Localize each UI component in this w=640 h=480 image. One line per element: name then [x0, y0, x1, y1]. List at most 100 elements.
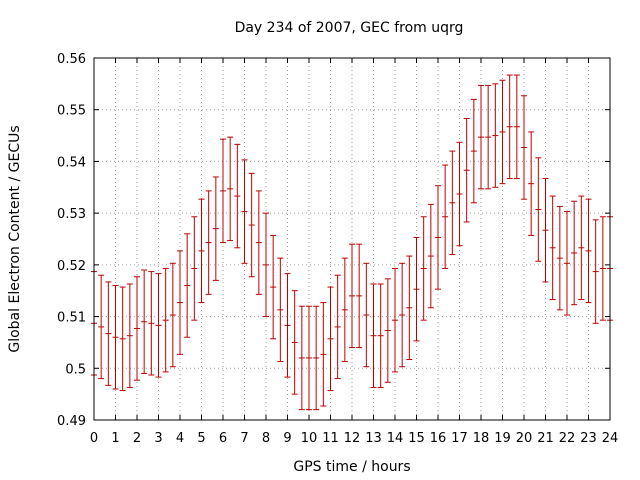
- axis-ticks: [93, 57, 611, 421]
- x-tick-label: 7: [240, 431, 248, 446]
- data-point: [227, 136, 234, 242]
- x-tick-label: 21: [537, 431, 554, 446]
- x-tick-label: 16: [430, 431, 447, 446]
- x-tick-label: 20: [516, 431, 533, 446]
- data-point: [177, 250, 183, 355]
- data-point: [542, 177, 549, 283]
- data-point: [456, 141, 463, 247]
- x-tick-label: 1: [111, 431, 119, 446]
- data-point: [528, 131, 535, 236]
- x-tick-label: 9: [283, 431, 291, 446]
- data-point: [291, 290, 298, 395]
- data-point: [585, 198, 592, 304]
- data-point: [220, 138, 226, 244]
- y-tick-label: 0.51: [57, 311, 86, 326]
- data-point: [392, 267, 398, 373]
- data-point: [198, 198, 205, 304]
- data-point: [112, 285, 119, 390]
- data-point: [442, 164, 449, 269]
- x-tick-label: 15: [408, 431, 425, 446]
- data-point: [105, 281, 112, 386]
- data-point: [148, 271, 155, 376]
- x-tick-label: 10: [301, 431, 318, 446]
- x-tick-label: 2: [133, 431, 141, 446]
- chart-title: Day 234 of 2007, GEC from uqrg: [235, 20, 464, 36]
- x-tick-label: 24: [602, 431, 619, 446]
- y-tick-label: 0.56: [57, 52, 86, 67]
- y-tick-label: 0.55: [57, 104, 86, 119]
- data-point: [549, 195, 556, 301]
- data-point: [449, 150, 456, 256]
- x-tick-label: 19: [494, 431, 511, 446]
- x-tick-label: 23: [580, 431, 597, 446]
- data-point: [263, 212, 269, 318]
- data-point: [284, 273, 291, 378]
- x-tick-label: 8: [262, 431, 270, 446]
- x-tick-label: 14: [387, 431, 404, 446]
- data-point: [485, 84, 492, 190]
- data-point: [341, 257, 348, 363]
- data-point: [499, 79, 506, 185]
- data-point: [535, 157, 542, 262]
- x-tick-labels: 0 1 2 3 4 5 6 7 8 9 10 11 12 13 14 15 16 17 18 19 20 21 22 23 24: [90, 431, 618, 446]
- x-tick-label: 3: [154, 431, 162, 446]
- x-tick-label: 11: [322, 431, 339, 446]
- data-point: [564, 211, 570, 316]
- data-point: [406, 255, 413, 360]
- data-point: [435, 185, 441, 290]
- grid-lines: [94, 58, 610, 420]
- data-point: [241, 159, 248, 264]
- data-point: [119, 286, 126, 392]
- x-tick-label: 13: [365, 431, 382, 446]
- data-point: [298, 305, 305, 411]
- y-tick-label: 0.53: [57, 207, 86, 222]
- error-bars: [91, 74, 613, 411]
- data-point: [327, 286, 334, 392]
- data-point: [578, 195, 585, 301]
- data-point: [126, 283, 133, 388]
- data-point: [212, 176, 219, 281]
- x-tick-label: 0: [90, 431, 98, 446]
- x-tick-label: 12: [344, 431, 361, 446]
- x-tick-label: 22: [559, 431, 576, 446]
- data-point: [306, 305, 312, 411]
- data-point: [334, 274, 341, 380]
- data-point: [320, 302, 327, 407]
- data-point: [478, 84, 484, 190]
- data-point: [463, 118, 470, 223]
- y-tick-label: 0.52: [57, 259, 86, 274]
- data-point: [384, 278, 391, 383]
- data-point: [599, 216, 606, 321]
- data-point: [470, 98, 477, 204]
- data-point: [349, 243, 355, 349]
- y-tick-label: 0.49: [57, 414, 86, 429]
- x-axis-label: GPS time / hours: [293, 459, 410, 475]
- data-point: [571, 200, 578, 306]
- data-point: [506, 74, 513, 179]
- data-point: [521, 95, 527, 200]
- data-point: [427, 203, 434, 309]
- data-point: [270, 234, 277, 340]
- data-point: [399, 262, 406, 368]
- data-point: [556, 205, 563, 311]
- data-point: [255, 190, 262, 295]
- y-axis-label: Global Electron Content / GECUs: [7, 125, 23, 352]
- data-point: [205, 190, 212, 295]
- data-point: [277, 257, 284, 363]
- x-tick-label: 6: [219, 431, 227, 446]
- y-tick-label: 0.5: [65, 362, 86, 377]
- data-point: [98, 274, 105, 380]
- data-point: [155, 273, 162, 378]
- y-tick-label: 0.54: [57, 155, 86, 170]
- data-point: [363, 262, 370, 368]
- y-tick-labels: 0.49 0.5 0.51 0.52 0.53 0.54 0.55 0.56: [57, 52, 86, 429]
- data-point: [370, 283, 377, 388]
- data-point: [592, 219, 599, 324]
- data-point: [492, 83, 499, 188]
- data-point: [134, 276, 140, 381]
- data-point: [377, 283, 384, 388]
- x-tick-label: 18: [473, 431, 490, 446]
- data-point: [356, 243, 363, 349]
- data-point: [234, 143, 241, 249]
